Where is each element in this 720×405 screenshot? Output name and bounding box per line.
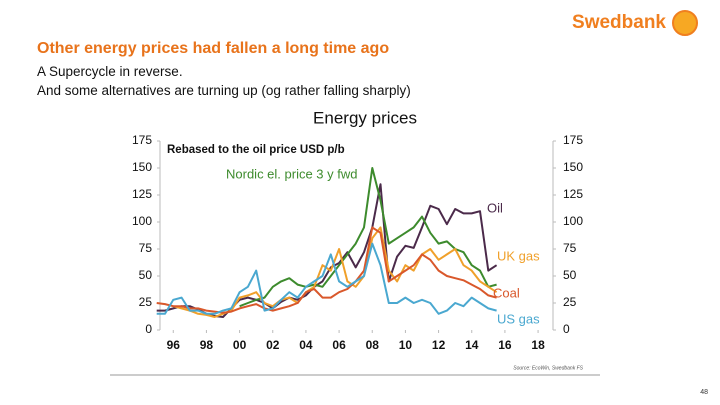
y-tick-label: 50 xyxy=(139,268,153,282)
chart-title: Energy prices xyxy=(313,108,417,127)
series-line xyxy=(156,242,497,315)
x-tick-label: 16 xyxy=(498,338,512,352)
subtitle: And some alternatives are turning up (og… xyxy=(37,83,411,98)
x-tick-label: 18 xyxy=(531,338,545,352)
source: Source: EcoWin, Swedbank FS xyxy=(513,365,583,371)
y-tick-label: 175 xyxy=(132,133,152,147)
logo-text: Swedbank xyxy=(572,12,666,33)
y-tick-label: 75 xyxy=(139,241,153,255)
x-tick-label: 12 xyxy=(432,338,446,352)
y-tick-label: 150 xyxy=(132,160,152,174)
y2-tick-label: 125 xyxy=(563,187,583,201)
page-number: 48 xyxy=(700,389,708,396)
slide-title: Other energy prices had fallen a long ti… xyxy=(37,40,390,57)
y-tick-label: 125 xyxy=(132,187,152,201)
series-label: Coal xyxy=(493,285,520,300)
y-tick-label: 25 xyxy=(139,295,153,309)
y2-tick-label: 50 xyxy=(563,268,577,282)
series-label: UK gas xyxy=(497,248,540,263)
x-tick-label: 98 xyxy=(200,338,214,352)
x-tick-label: 00 xyxy=(233,338,247,352)
y2-tick-label: 100 xyxy=(563,214,583,228)
y2-tick-label: 0 xyxy=(563,322,570,336)
series-label: US gas xyxy=(497,311,540,326)
x-tick-label: 96 xyxy=(167,338,181,352)
x-tick-label: 08 xyxy=(366,338,380,352)
series-line xyxy=(156,226,497,314)
logo-icon xyxy=(672,10,698,36)
y2-tick-label: 175 xyxy=(563,133,583,147)
y2-tick-label: 150 xyxy=(563,160,583,174)
x-tick-label: 14 xyxy=(465,338,479,352)
series-label: Oil xyxy=(487,200,503,215)
x-tick-label: 10 xyxy=(399,338,413,352)
series-label: Nordic el. price 3 y fwd xyxy=(226,166,358,181)
x-tick-label: 02 xyxy=(266,338,280,352)
y2-tick-label: 75 xyxy=(563,241,577,255)
subtitle: A Supercycle in reverse. xyxy=(37,64,183,79)
y-tick-label: 100 xyxy=(132,214,152,228)
series-line xyxy=(239,167,497,308)
x-tick-label: 04 xyxy=(299,338,313,352)
x-tick-label: 06 xyxy=(332,338,346,352)
y-tick-label: 0 xyxy=(145,322,152,336)
logo: Swedbank xyxy=(572,10,698,36)
y2-tick-label: 25 xyxy=(563,295,577,309)
annotation: Rebased to the oil price USD p/b xyxy=(167,144,345,156)
